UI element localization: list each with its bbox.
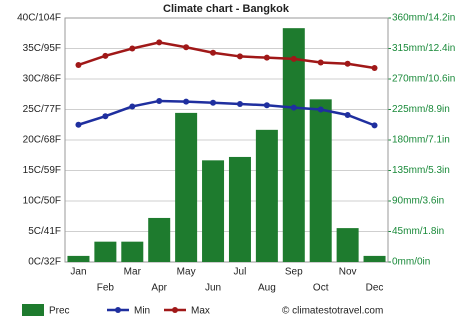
y2-tick-label: 0mm/0in [392, 257, 430, 268]
bar [228, 156, 251, 262]
point [102, 113, 109, 120]
watermark: © climatestotravel.com [282, 306, 383, 317]
x-tick-label: Sep [285, 267, 303, 278]
y2-tick-label: 360mm/14.2in [392, 13, 455, 24]
point [371, 122, 378, 129]
x-tick-label: Feb [97, 283, 115, 294]
legend-swatch [172, 307, 178, 313]
bar [336, 228, 359, 262]
point [75, 61, 82, 68]
bar [282, 28, 305, 262]
x-tick-label: Oct [313, 283, 329, 294]
point [317, 59, 324, 66]
point [344, 111, 351, 118]
legend-label: Max [191, 306, 210, 317]
y-tick-label: 30C/86F [23, 74, 61, 85]
y2-tick-label: 225mm/8.9in [392, 104, 450, 115]
y2-tick-label: 270mm/10.6in [392, 74, 455, 85]
bar [67, 255, 90, 262]
y-tick-label: 25C/77F [23, 104, 61, 115]
point [236, 53, 243, 60]
y-tick-label: 5C/41F [28, 226, 61, 237]
bar [363, 255, 386, 262]
legend-label: Min [134, 306, 150, 317]
x-tick-label: Aug [258, 283, 276, 294]
x-tick-label: Jan [70, 267, 86, 278]
point [102, 52, 109, 59]
y2-tick-label: 315mm/12.4in [392, 43, 455, 54]
point [129, 45, 136, 52]
bar [202, 160, 225, 262]
point [263, 102, 270, 109]
y-tick-label: 40C/104F [17, 13, 61, 24]
y-tick-label: 10C/50F [23, 196, 61, 207]
legend-swatch [115, 307, 121, 313]
point [210, 49, 217, 56]
bar [309, 99, 332, 262]
chart-title: Climate chart - Bangkok [163, 3, 290, 15]
point [210, 99, 217, 106]
y-tick-label: 15C/59F [23, 165, 61, 176]
legend-label: Prec [49, 306, 70, 317]
y-tick-label: 35C/95F [23, 43, 61, 54]
bar [121, 241, 144, 262]
bar [175, 112, 198, 262]
y2-tick-label: 180mm/7.1in [392, 135, 450, 146]
bar [94, 241, 117, 262]
point [290, 104, 297, 111]
line [78, 41, 375, 70]
point [75, 121, 82, 128]
x-tick-label: Mar [124, 267, 142, 278]
x-tick-label: Nov [339, 267, 357, 278]
point [236, 101, 243, 108]
point [263, 54, 270, 61]
point [371, 65, 378, 72]
x-tick-label: Apr [151, 283, 167, 294]
point [290, 55, 297, 62]
y2-tick-label: 90mm/3.6in [392, 196, 444, 207]
y2-tick-label: 135mm/5.3in [392, 165, 450, 176]
point [183, 44, 190, 51]
y-tick-label: 0C/32F [28, 257, 61, 268]
point [344, 60, 351, 67]
line [78, 99, 375, 127]
legend-swatch [22, 304, 44, 316]
point [156, 39, 163, 46]
x-tick-label: Jul [234, 267, 247, 278]
y-tick-label: 20C/68F [23, 135, 61, 146]
x-tick-label: Jun [205, 283, 221, 294]
point [183, 98, 190, 105]
point [129, 103, 136, 110]
y2-tick-label: 45mm/1.8in [392, 226, 444, 237]
point [156, 97, 163, 104]
bar [255, 129, 278, 262]
bar [148, 217, 171, 262]
plot-frame [64, 17, 389, 263]
x-tick-label: Dec [366, 283, 384, 294]
point [317, 106, 324, 113]
x-tick-label: May [177, 267, 196, 278]
